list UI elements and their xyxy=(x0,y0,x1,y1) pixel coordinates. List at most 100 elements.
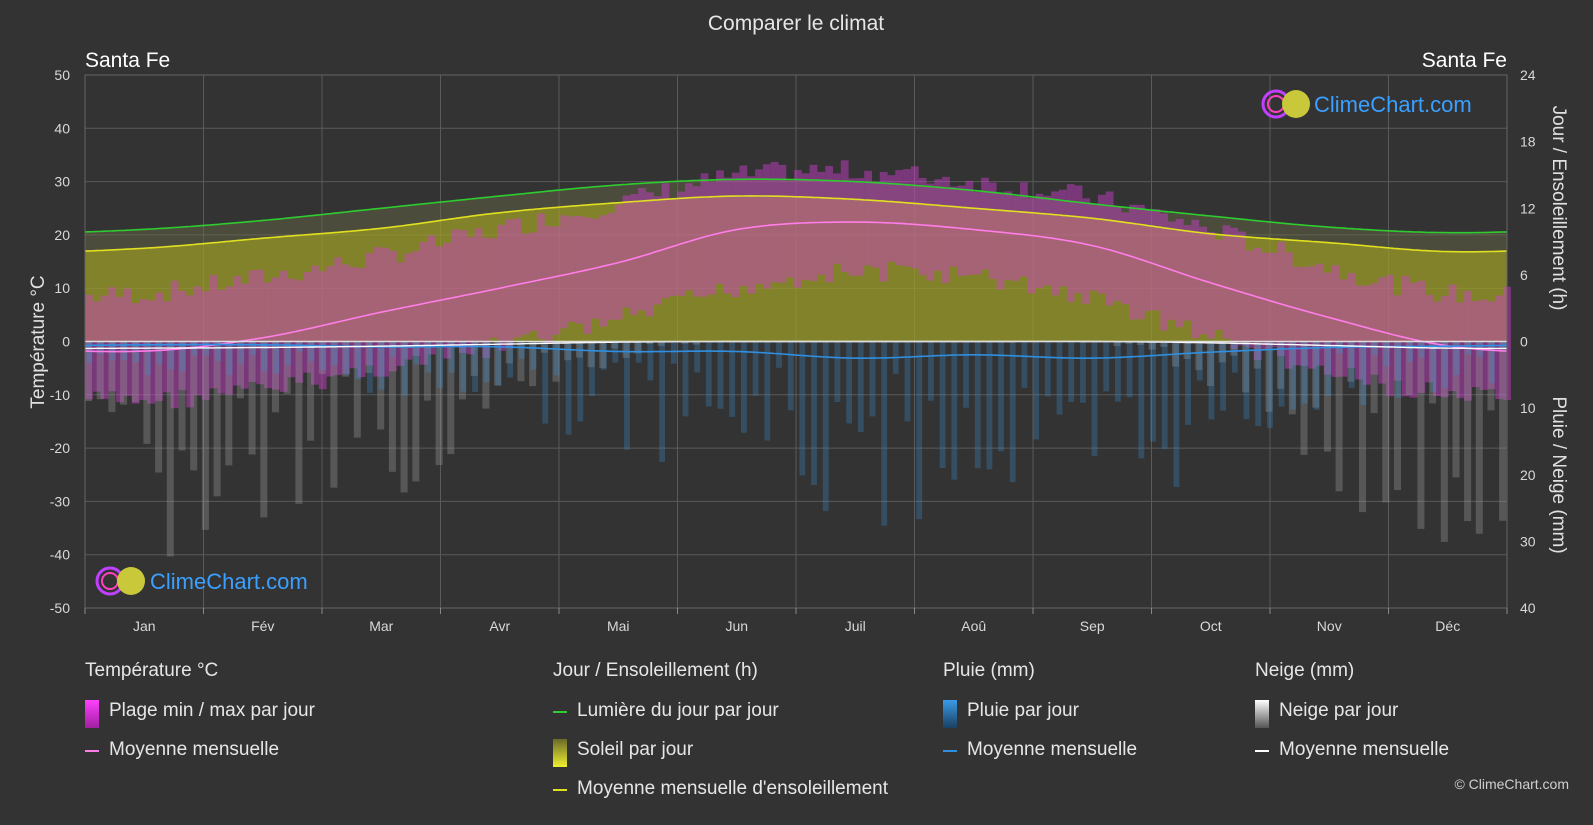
rain-bar xyxy=(1267,341,1273,428)
temp-range-bar xyxy=(1331,265,1340,377)
snow-bar xyxy=(1288,341,1296,415)
temp-range-bar xyxy=(856,178,865,276)
temp-range-bar xyxy=(864,170,872,266)
temp-range-bar xyxy=(1082,198,1091,304)
temp-range-bar xyxy=(326,266,335,377)
temp-range-bar xyxy=(1323,272,1332,375)
rain-bar xyxy=(1290,341,1297,410)
temp-range-bar xyxy=(762,164,771,289)
temp-mean-line xyxy=(84,221,1508,353)
y-left-tick-label: 20 xyxy=(54,227,70,243)
snow-bar xyxy=(529,341,537,387)
temp-range-bar xyxy=(739,165,748,286)
temp-mean-swatch xyxy=(85,750,99,752)
rain-bar xyxy=(764,341,771,441)
rain-bar xyxy=(1325,341,1332,397)
temp-range-bar xyxy=(139,299,148,401)
temp-range-bar xyxy=(1129,204,1137,320)
rain-bar xyxy=(1383,341,1390,367)
temp-range-bar xyxy=(459,230,467,353)
rain-bar xyxy=(1021,341,1028,388)
rain-bar xyxy=(378,341,385,390)
temp-range-bar xyxy=(1479,299,1488,390)
temp-range-bar xyxy=(910,166,919,269)
temp-range-bar xyxy=(225,286,234,395)
snow-bar xyxy=(412,341,420,482)
legend-item-label: Neige par jour xyxy=(1279,700,1399,721)
temp-range-bar xyxy=(895,170,904,266)
snow-bar xyxy=(307,341,315,441)
temp-range-bar xyxy=(388,250,397,372)
rain-bar xyxy=(1091,341,1098,456)
temp-range-bar xyxy=(1043,195,1052,286)
temp-range-bar xyxy=(692,186,701,297)
snow-bar xyxy=(1370,341,1378,414)
snow-bar xyxy=(1242,341,1250,393)
rain-bar xyxy=(156,341,163,365)
snow-bar xyxy=(1359,341,1367,513)
y-right-top-tick-label: 0 xyxy=(1520,334,1528,350)
rain-bar xyxy=(367,341,373,393)
y-right-top-tick-label: 6 xyxy=(1520,267,1528,283)
snow-bar xyxy=(178,341,186,451)
temp-range-bar xyxy=(1355,285,1363,380)
temp-range-bar xyxy=(770,162,779,283)
rain-bar xyxy=(1454,341,1460,376)
temp-range-bar xyxy=(957,185,966,276)
legend-item: Plage min / max par jour xyxy=(85,700,315,739)
snow-bar xyxy=(1464,341,1472,522)
snow-bar xyxy=(1113,341,1121,347)
rain-bar xyxy=(320,341,327,370)
rain-bar xyxy=(518,341,525,359)
snow-bar xyxy=(143,341,151,444)
temp-range-bar xyxy=(1035,193,1044,289)
temp-range-bar xyxy=(116,296,124,403)
temp-range-bar xyxy=(1066,184,1075,303)
rain-bar xyxy=(857,341,864,432)
temp-range-bar xyxy=(996,193,1005,290)
temp-range-bar xyxy=(1448,284,1457,392)
temp-range-bar xyxy=(1308,266,1317,369)
x-tick-label: Oct xyxy=(1200,618,1222,634)
snow-bar xyxy=(190,341,198,471)
snow-bar xyxy=(131,341,139,403)
legend-temperature-title: Température °C xyxy=(85,660,219,681)
snow-bar xyxy=(552,341,560,382)
temp-range-bar xyxy=(521,233,530,335)
y-left-tick-label: -30 xyxy=(50,493,70,509)
snow-bar xyxy=(482,341,490,409)
y-left-tick-label: -10 xyxy=(50,387,70,403)
temp-range-bar xyxy=(1433,301,1441,396)
temp-range-bar xyxy=(794,170,802,288)
temp-range-bar xyxy=(279,270,288,392)
snow-bar xyxy=(1160,341,1168,347)
temp-range-bar xyxy=(731,172,740,298)
snow-bar xyxy=(447,341,455,455)
rain-bar xyxy=(1103,341,1110,392)
temp-range-bar xyxy=(108,287,117,392)
watermark-bottom: ClimeChart.com xyxy=(95,566,308,596)
rain-bar xyxy=(846,341,853,424)
temp-range-bar xyxy=(926,183,935,281)
temp-range-bar xyxy=(934,179,943,271)
temp-range-bar xyxy=(630,194,639,315)
legend-item: Moyenne mensuelle xyxy=(943,739,1137,778)
temp-range-bar xyxy=(131,303,140,404)
rain-bar xyxy=(1430,341,1437,392)
rain-bar xyxy=(1080,341,1086,403)
temp-range-bar xyxy=(1495,295,1504,399)
temp-range-bar xyxy=(973,192,982,275)
snow-bar xyxy=(1148,341,1156,350)
rain-bar xyxy=(1395,341,1402,398)
rain-bar xyxy=(1302,341,1308,404)
temp-range-bar xyxy=(918,178,927,276)
snow-bar xyxy=(1429,341,1437,404)
y-right-top-label: Jour / Ensoleillement (h) xyxy=(1548,106,1569,311)
x-tick-label: Mai xyxy=(607,618,630,634)
snow-bar xyxy=(610,341,618,349)
temp-range-bar xyxy=(1027,198,1036,294)
y-left-tick-label: -20 xyxy=(50,440,70,456)
temp-range-bar xyxy=(1183,225,1192,321)
rain-bar xyxy=(1348,341,1355,388)
rain-bar xyxy=(121,341,128,360)
